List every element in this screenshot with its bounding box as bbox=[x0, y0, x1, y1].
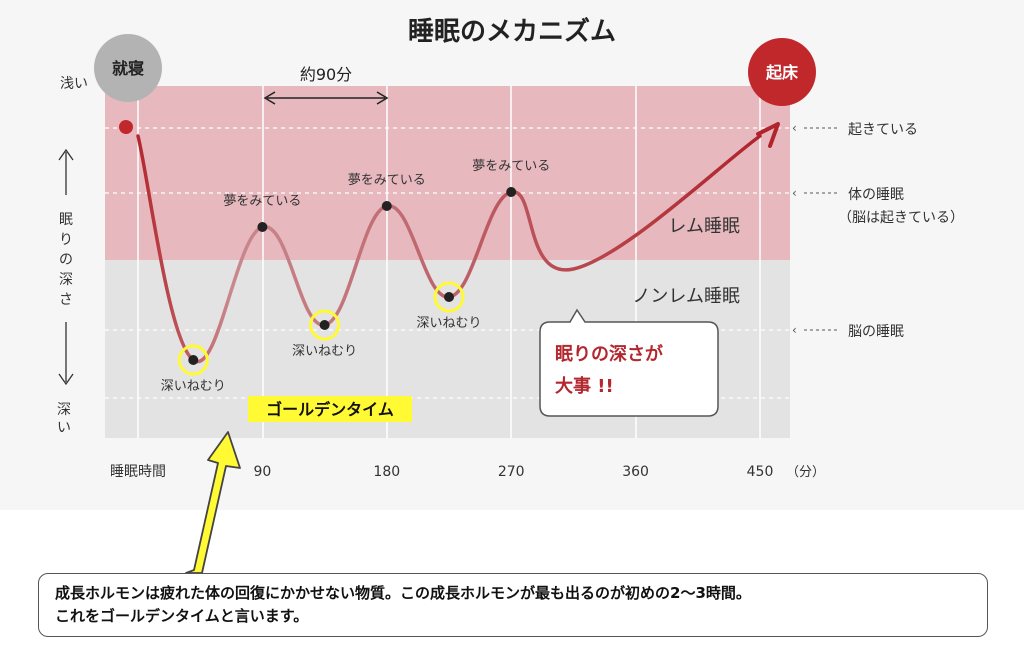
cycle-arrow-right bbox=[376, 91, 389, 105]
deep-sleep-label: 深いねむり bbox=[416, 316, 481, 331]
callout-bubble bbox=[539, 308, 719, 417]
nonrem-zone-label: ノンレム睡眠 bbox=[632, 286, 740, 307]
deep-sleep-label: 深いねむり bbox=[292, 344, 357, 359]
x-tick-label: 450 bbox=[747, 464, 774, 480]
axis-vertical-char: の bbox=[59, 252, 73, 268]
x-tick-label: 90 bbox=[253, 464, 271, 480]
caption-box: 成長ホルモンは疲れた体の回復にかかせない物質。この成長ホルモンが最も出るのが初め… bbox=[38, 573, 988, 637]
start-label: 就寝 bbox=[112, 59, 144, 78]
curve-end-arrowhead bbox=[756, 122, 780, 148]
svg-text:‹: ‹ bbox=[792, 121, 797, 135]
dreaming-label: 夢をみている bbox=[472, 159, 550, 174]
axis-up-arrowhead bbox=[58, 148, 74, 161]
x-tick-label: 180 bbox=[373, 464, 400, 480]
axis-vertical-char: 深 bbox=[57, 402, 71, 418]
body-sleep-sublabel: （脳は起きている） bbox=[838, 210, 964, 226]
brain-sleep-label: 脳の睡眠 bbox=[848, 324, 904, 340]
callout-line1: 眠りの深さが bbox=[555, 343, 663, 365]
deep-sleep-highlight-ring bbox=[309, 309, 341, 341]
rem-peak-point bbox=[506, 187, 517, 197]
deep-sleep-highlight-ring bbox=[433, 281, 465, 313]
rem-peak-point bbox=[381, 201, 392, 211]
x-tick-label: 270 bbox=[498, 464, 525, 480]
axis-deep-label: 深い bbox=[57, 402, 71, 436]
axis-vertical-char: い bbox=[57, 420, 71, 436]
dreaming-label: 夢をみている bbox=[223, 194, 301, 209]
rem-peak-point bbox=[257, 222, 268, 232]
time-axis-label: 睡眠時間 bbox=[110, 464, 166, 480]
cycle-arrow-left bbox=[263, 91, 276, 105]
svg-text:‹: ‹ bbox=[792, 323, 797, 337]
right-leaders bbox=[804, 127, 840, 331]
svg-text:‹: ‹ bbox=[792, 186, 797, 200]
start-circle bbox=[94, 34, 162, 102]
axis-down-arrowhead bbox=[58, 373, 74, 386]
golden-time-label: ゴールデンタイム bbox=[266, 400, 394, 419]
x-tick-labels: 90 180 270 360 450 bbox=[253, 464, 773, 480]
deep-sleep-point bbox=[188, 355, 199, 365]
awake-label: 起きている bbox=[848, 122, 918, 138]
axis-shallow-text: 浅い bbox=[60, 76, 88, 92]
deep-sleep-point bbox=[444, 292, 454, 302]
curve-start-dot bbox=[119, 120, 133, 134]
x-tick-label: 360 bbox=[622, 464, 649, 480]
golden-time-highlight bbox=[248, 396, 412, 422]
cycle-label: 約90分 bbox=[300, 65, 352, 84]
deep-sleep-label: 深いねむり bbox=[161, 379, 226, 394]
right-leader-arrows: ‹ ‹ ‹ bbox=[792, 121, 797, 337]
axis-vertical-char: り bbox=[59, 232, 73, 248]
curve-points bbox=[177, 187, 517, 376]
deep-sleep-point bbox=[319, 320, 330, 330]
end-circle bbox=[748, 38, 816, 106]
time-unit-label: （分） bbox=[786, 465, 825, 480]
sleep-mechanism-diagram: ‹ ‹ ‹ 睡眠のメカニズム 就寝 起床 浅い 眠りの深さ 深い 睡眠時間 90… bbox=[57, 16, 964, 480]
body-sleep-label: 体の睡眠 bbox=[848, 187, 904, 203]
dreaming-label: 夢をみている bbox=[348, 173, 426, 188]
caption-line2: これをゴールデンタイムと言います。 bbox=[55, 607, 309, 625]
deep-sleep-highlight-ring bbox=[177, 344, 209, 376]
axis-depth-label: 眠りの深さ bbox=[59, 212, 73, 308]
axis-vertical-char: 眠 bbox=[59, 212, 73, 228]
rem-zone-label: レム睡眠 bbox=[668, 216, 740, 237]
axis-vertical-char: さ bbox=[59, 292, 73, 308]
callout-line2: 大事 !! bbox=[555, 375, 614, 397]
rem-zone bbox=[105, 86, 790, 260]
axis-shallow-label: 浅い bbox=[60, 76, 88, 92]
caption-line1: 成長ホルモンは疲れた体の回復にかかせない物質。この成長ホルモンが最も出るのが初め… bbox=[55, 584, 751, 602]
diagram-title: 睡眠のメカニズム bbox=[408, 16, 616, 47]
axis-vertical-char: 深 bbox=[59, 272, 73, 288]
end-label: 起床 bbox=[765, 63, 799, 82]
